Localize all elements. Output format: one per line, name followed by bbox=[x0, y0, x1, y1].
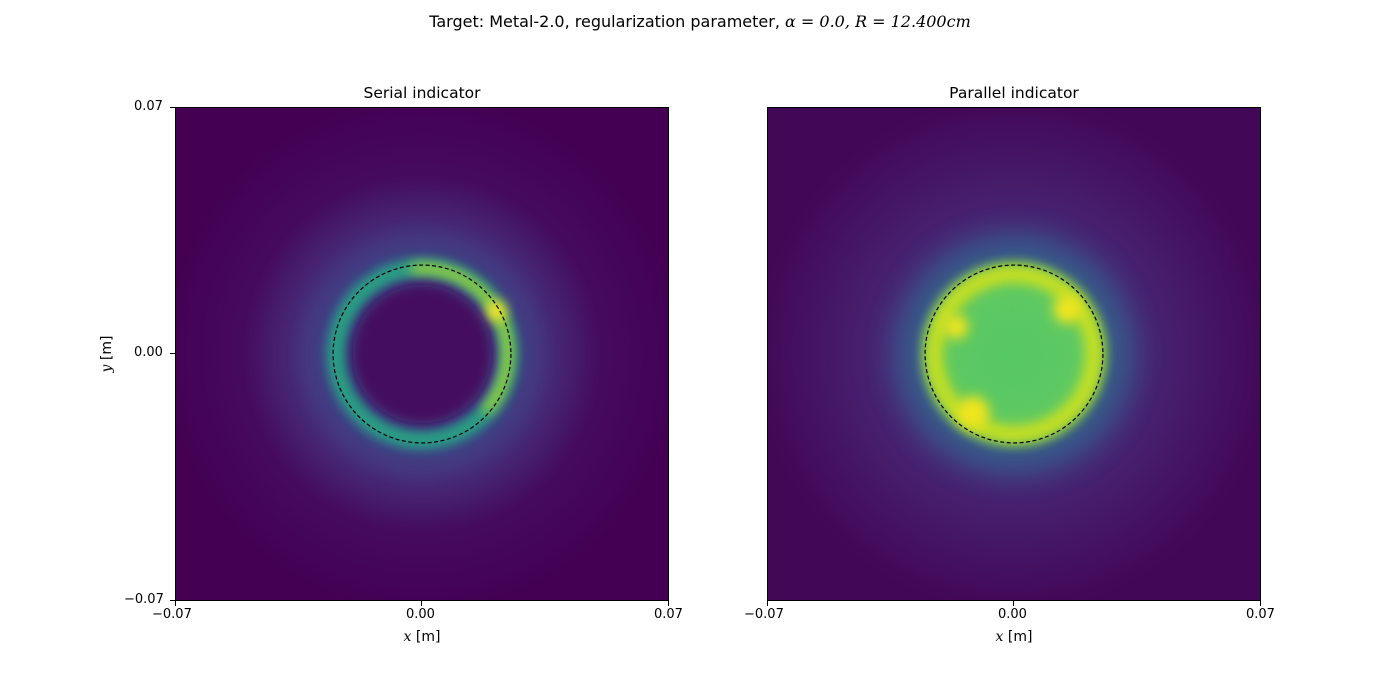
ring-peak bbox=[485, 301, 506, 322]
parallel-xlabel-unit: [m] bbox=[1003, 629, 1033, 645]
serial-xtick-label: −0.07 bbox=[152, 607, 192, 622]
serial-ytick-label: −0.07 bbox=[124, 592, 164, 607]
serial-ytick-mark bbox=[170, 107, 175, 108]
serial-heatmap bbox=[175, 107, 669, 601]
figure-title: Target: Metal-2.0, regularization parame… bbox=[0, 12, 1400, 31]
disk-hotspot bbox=[957, 396, 990, 429]
parallel-xtick-mark bbox=[1260, 601, 1261, 606]
parallel-xtick-label: 0.07 bbox=[1246, 607, 1275, 622]
serial-ytick-mark bbox=[170, 600, 175, 601]
serial-xlabel-var: x bbox=[403, 629, 412, 645]
figure-title-text: Target: Metal-2.0, regularization parame… bbox=[429, 12, 785, 31]
parallel-heatmap-svg bbox=[767, 107, 1261, 601]
figure-title-math: α = 0.0, R = 12.400cm bbox=[785, 12, 971, 31]
serial-xtick-label: 0.00 bbox=[406, 607, 435, 622]
parallel-xtick-mark bbox=[1013, 601, 1014, 606]
disk-hotspot bbox=[943, 314, 968, 339]
serial-xtick-mark bbox=[421, 601, 422, 606]
serial-y-axis-label: y [m] bbox=[99, 324, 115, 384]
serial-xtick-mark bbox=[175, 601, 176, 606]
serial-panel-title: Serial indicator bbox=[363, 84, 481, 102]
target-outline-circle bbox=[332, 264, 512, 444]
serial-ylabel-var: y bbox=[99, 364, 115, 373]
serial-xtick-mark bbox=[668, 601, 669, 606]
parallel-x-axis-label: x [m] bbox=[767, 629, 1261, 645]
serial-ytick-label: 0.00 bbox=[134, 345, 163, 360]
parallel-heatmap bbox=[767, 107, 1261, 601]
parallel-xtick-mark bbox=[767, 601, 768, 606]
serial-ytick-label: 0.07 bbox=[134, 99, 163, 114]
parallel-xtick-label: −0.07 bbox=[744, 607, 784, 622]
parallel-panel-title: Parallel indicator bbox=[949, 84, 1079, 102]
parallel-xtick-label: 0.00 bbox=[998, 607, 1027, 622]
serial-ylabel-unit: [m] bbox=[99, 335, 115, 365]
disk-rim bbox=[924, 264, 1104, 444]
serial-xlabel-unit: [m] bbox=[411, 629, 441, 645]
disk-center bbox=[963, 307, 1061, 405]
serial-ytick-mark bbox=[170, 353, 175, 354]
ring-interior bbox=[352, 284, 492, 424]
serial-x-axis-label: x [m] bbox=[175, 629, 669, 645]
serial-xtick-label: 0.07 bbox=[654, 607, 683, 622]
serial-heatmap-svg bbox=[175, 107, 669, 601]
disk-hotspot bbox=[1053, 295, 1082, 324]
target-outline-circle bbox=[924, 264, 1104, 444]
parallel-xlabel-var: x bbox=[995, 629, 1004, 645]
